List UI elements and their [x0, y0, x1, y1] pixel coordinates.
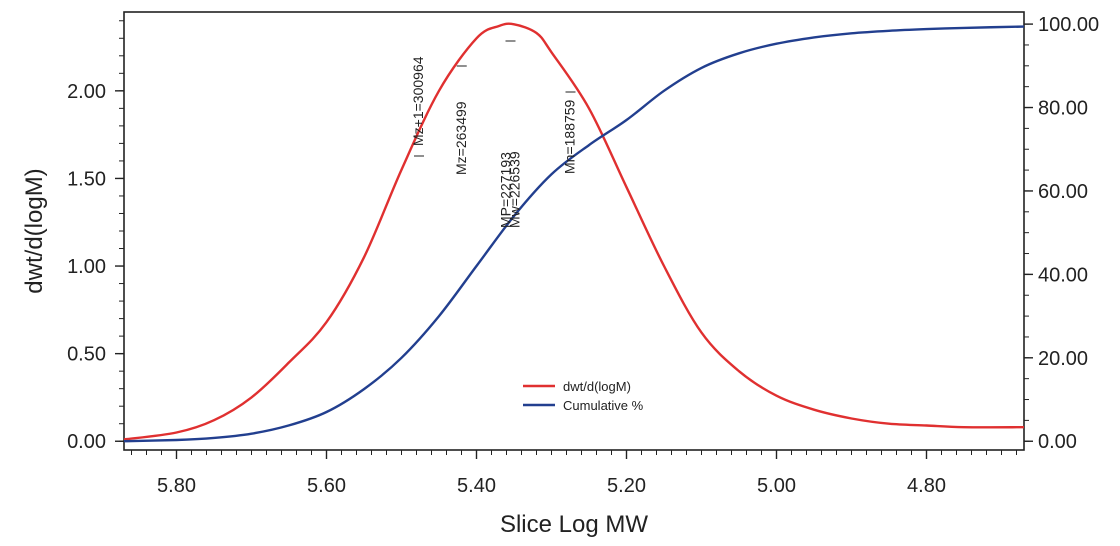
x-tick-label: 5.20: [607, 475, 646, 497]
y-axis-left-title: dwt/d(logM): [21, 168, 48, 293]
x-axis-title: Slice Log MW: [500, 511, 648, 538]
y-right-tick-label: 100.00: [1038, 14, 1099, 36]
y-left-tick-label: 1.50: [67, 168, 106, 190]
annotation-label: Mz=263499: [453, 101, 469, 175]
series-line-cumulative: [123, 25, 1025, 443]
y-left-tick-label: 2.00: [67, 81, 106, 103]
x-tick-label: 5.00: [757, 475, 796, 497]
series-layer: [123, 22, 1025, 443]
y-right-tick-label: 20.00: [1038, 348, 1088, 370]
annotation-label: Mn=188759: [562, 99, 578, 174]
y-left-tick-label: 1.00: [67, 256, 106, 278]
y-right-tick-label: 40.00: [1038, 264, 1088, 286]
series-line-dwt-dlogm: [123, 22, 1025, 441]
x-tick-label: 5.80: [157, 475, 196, 497]
y-right-tick-label: 0.00: [1038, 431, 1077, 453]
y-right-tick-label: 80.00: [1038, 98, 1088, 120]
x-tick-label: 5.60: [307, 475, 346, 497]
annotation-label: Mw=226539: [506, 151, 522, 228]
legend: dwt/d(logM) Cumulative %: [523, 379, 644, 413]
y-left-tick-label: 0.50: [67, 344, 106, 366]
x-tick-label: 5.40: [457, 475, 496, 497]
legend-label: dwt/d(logM): [563, 379, 631, 394]
x-tick-label: 4.80: [907, 475, 946, 497]
annotation-label: Mz+1=300964: [410, 56, 426, 146]
y-left-tick-label: 0.00: [67, 431, 106, 453]
axes-layer: 5.80 5.60 5.40 5.20 5.00 4.80 0.00 0.50 1.00 1.50…: [67, 11, 1099, 497]
y-right-tick-label: 60.00: [1038, 181, 1088, 203]
legend-label: Cumulative %: [563, 398, 644, 413]
annotation-label: MP=227193: [498, 152, 514, 228]
